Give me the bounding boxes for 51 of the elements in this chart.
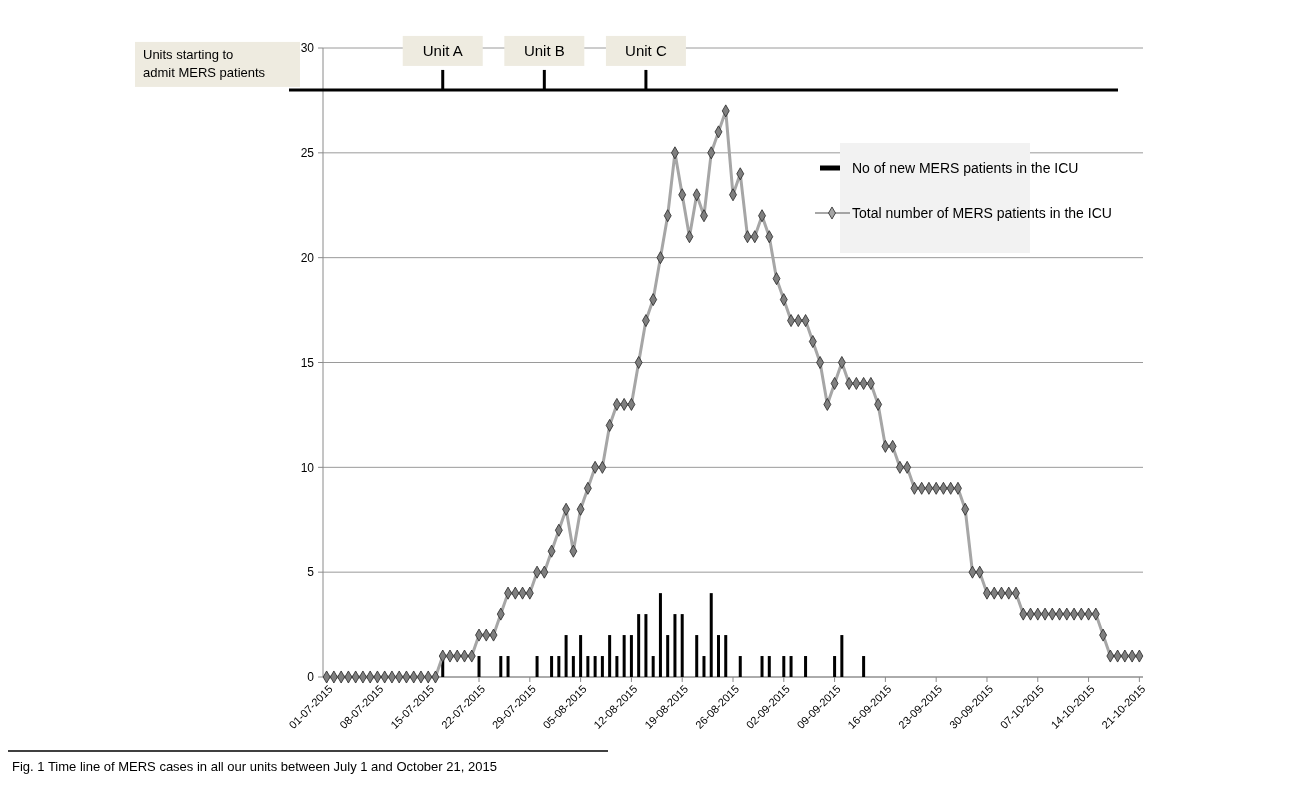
bar	[564, 635, 568, 677]
bar	[680, 614, 684, 677]
bar	[658, 593, 662, 677]
y-tick-label: 5	[307, 565, 315, 580]
annotation: Unit C	[625, 42, 667, 60]
bar	[593, 656, 597, 677]
bar	[637, 614, 641, 677]
bar	[789, 656, 793, 677]
bar	[557, 656, 561, 677]
bar	[629, 635, 633, 677]
bar	[724, 635, 728, 677]
annotation: Unit A	[422, 42, 463, 60]
bar	[666, 635, 670, 677]
bar	[586, 656, 590, 677]
bar	[833, 656, 837, 677]
bar	[550, 656, 554, 677]
bar	[477, 656, 481, 677]
bar	[862, 656, 866, 677]
bar	[695, 635, 699, 677]
bar	[644, 614, 648, 677]
bar	[499, 656, 503, 677]
bar	[608, 635, 612, 677]
bar	[673, 614, 677, 677]
bar	[571, 656, 575, 677]
bar	[579, 635, 583, 677]
caption: Fig. 1 Time line of MERS cases in all our units between July 1 and October 21, 2015	[12, 758, 497, 774]
bar	[840, 635, 844, 677]
legend-label: Total number of MERS patients in the ICU	[852, 204, 1112, 221]
y-tick-label: 0	[307, 670, 315, 685]
ref-line-label: Units starting to admit MERS patients	[143, 47, 266, 81]
y-tick-label: 20	[300, 250, 315, 265]
legend-label: No of new MERS patients in the ICU	[852, 159, 1079, 176]
y-tick-label: 30	[300, 41, 315, 56]
bar	[760, 656, 764, 677]
bar	[615, 656, 619, 677]
y-tick-label: 15	[300, 355, 315, 370]
bar	[767, 656, 771, 677]
bar	[782, 656, 786, 677]
bar	[716, 635, 720, 677]
bar	[506, 656, 510, 677]
y-tick-label: 25	[300, 146, 315, 161]
bar	[702, 656, 706, 677]
bar	[651, 656, 655, 677]
bar	[738, 656, 742, 677]
bar	[804, 656, 808, 677]
bar	[600, 656, 604, 677]
bar	[709, 593, 713, 677]
bar	[535, 656, 539, 677]
annotation: Unit B	[523, 42, 565, 60]
y-tick-label: 10	[300, 460, 315, 475]
bar	[622, 635, 626, 677]
